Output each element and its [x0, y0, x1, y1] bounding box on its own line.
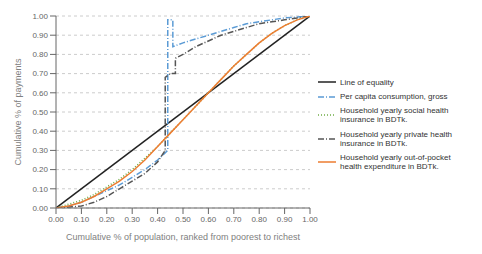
svg-text:0.90: 0.90: [277, 215, 293, 224]
svg-text:0.70: 0.70: [32, 69, 48, 78]
svg-text:1.00: 1.00: [32, 12, 48, 21]
svg-text:Cumulative % of payments: Cumulative % of payments: [13, 58, 23, 166]
svg-text:0.90: 0.90: [32, 31, 48, 40]
svg-text:0.50: 0.50: [32, 108, 48, 117]
svg-text:Cumulative % of population, ra: Cumulative % of population, ranked from …: [66, 232, 301, 242]
svg-text:0.10: 0.10: [74, 215, 90, 224]
svg-text:0.00: 0.00: [32, 204, 48, 213]
svg-text:0.60: 0.60: [201, 215, 217, 224]
svg-text:0.60: 0.60: [32, 89, 48, 98]
html-text:Household yearly private healt: Household yearly private health insuranc…: [340, 129, 453, 148]
svg-text:0.30: 0.30: [124, 215, 140, 224]
svg-text:0.50: 0.50: [175, 215, 191, 224]
svg-text:0.00: 0.00: [48, 215, 64, 224]
html-text:Per capita consumption, gross: Per capita consumption, gross: [340, 91, 448, 101]
svg-text:0.80: 0.80: [251, 215, 267, 224]
svg-text:0.20: 0.20: [99, 215, 115, 224]
svg-text:0.10: 0.10: [32, 185, 48, 194]
svg-text:0.30: 0.30: [32, 146, 48, 155]
svg-text:0.20: 0.20: [32, 165, 48, 174]
html-text:Household yearly social health: Household yearly social health insurance…: [340, 106, 449, 125]
svg-text:0.70: 0.70: [226, 215, 242, 224]
svg-text:0.40: 0.40: [32, 127, 48, 136]
html-text:Household yearly out-of-pocket: Household yearly out-of-pocket health ex…: [340, 152, 451, 172]
svg-text:0.80: 0.80: [32, 50, 48, 59]
html-text:Line of equality: Line of equality: [340, 77, 394, 87]
svg-text:0.40: 0.40: [150, 215, 166, 224]
svg-text:1.00: 1.00: [302, 215, 318, 224]
